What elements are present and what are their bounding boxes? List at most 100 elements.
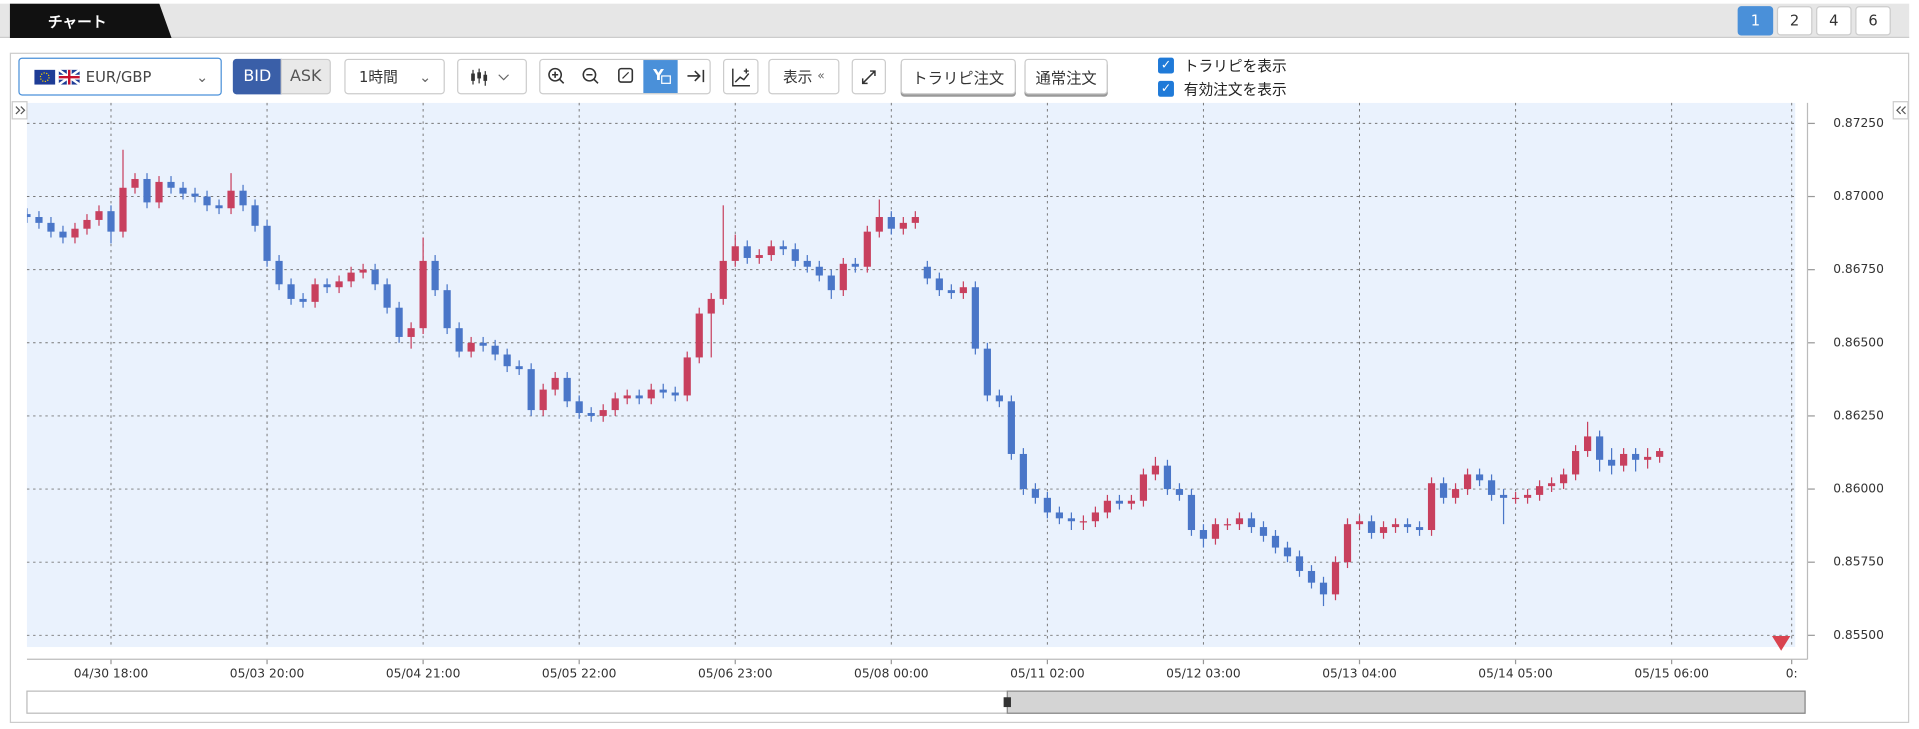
candle-body xyxy=(455,328,463,352)
candle-body xyxy=(107,211,115,232)
candle-body xyxy=(1295,556,1304,571)
normal-order-button[interactable]: 通常注文 xyxy=(1024,58,1108,95)
candle-body xyxy=(1584,436,1592,452)
candle-body xyxy=(635,395,643,399)
x-tick-label: 05/13 04:00 xyxy=(1322,666,1397,680)
candle-body xyxy=(1343,524,1352,563)
candle-body xyxy=(851,263,859,267)
candle-body xyxy=(1547,483,1556,487)
flags xyxy=(34,68,81,85)
y-tick-label: 0.87000 xyxy=(1833,189,1884,203)
checkbox-row[interactable]: ✓ 有効注文を表示 xyxy=(1158,78,1287,98)
candle-body xyxy=(1415,527,1424,531)
display-button[interactable]: 表示 « xyxy=(768,58,840,95)
interval-select[interactable]: 1時間 ⌄ xyxy=(344,58,445,95)
candle-body xyxy=(683,357,691,396)
candle-body xyxy=(623,395,631,399)
candle-body xyxy=(335,281,343,288)
candle-body xyxy=(311,284,319,302)
y-tick-label: 0.85500 xyxy=(1833,628,1884,642)
candle-body xyxy=(1307,570,1316,583)
candle-body xyxy=(563,377,571,402)
candle-body xyxy=(887,217,895,229)
candle-body xyxy=(839,263,847,291)
page-button[interactable]: 1 xyxy=(1737,6,1774,36)
candle-body xyxy=(1211,524,1220,539)
pair-select[interactable]: EUR/GBP ⌄ xyxy=(18,57,222,96)
indicator-button[interactable] xyxy=(722,58,759,95)
candle-body xyxy=(263,225,271,261)
checkbox-row[interactable]: ✓ トラリピを表示 xyxy=(1158,55,1287,75)
candle-body xyxy=(239,190,247,206)
candle-body xyxy=(359,269,367,273)
dropdown-arrow: ⌄ xyxy=(195,68,209,86)
candle-body xyxy=(587,413,595,416)
candle-body xyxy=(947,290,955,294)
candle-body xyxy=(287,284,295,299)
candle-body xyxy=(1535,486,1544,495)
candle-body xyxy=(1427,483,1436,531)
x-tick-label: 05/15 06:00 xyxy=(1634,666,1709,680)
candle-body xyxy=(1187,494,1196,531)
trarip-order-button[interactable]: トラリピ注文 xyxy=(900,58,1016,95)
display-label: 表示 xyxy=(782,68,813,86)
expand-button[interactable] xyxy=(851,58,886,95)
candle-body xyxy=(815,266,823,276)
candle-body xyxy=(1644,456,1652,460)
candle-body xyxy=(1175,489,1184,495)
candle-body xyxy=(371,269,379,285)
candle-body xyxy=(1055,512,1063,519)
candle-body xyxy=(35,217,43,223)
candle-body xyxy=(1463,474,1472,490)
candle-body xyxy=(515,366,523,370)
candle-body xyxy=(1487,480,1496,495)
right-toggle-icon xyxy=(1896,106,1906,115)
candle-body xyxy=(1247,518,1256,528)
bid-button[interactable]: BID xyxy=(232,58,282,95)
candle-body xyxy=(143,178,151,203)
pair-label: EUR/GBP xyxy=(85,68,152,86)
y-tick-label: 0.86000 xyxy=(1833,482,1884,496)
candle-body xyxy=(503,354,511,367)
candle-body xyxy=(767,246,775,256)
left-toggle-icon xyxy=(15,106,26,115)
last-price-marker xyxy=(1771,635,1791,651)
x-tick-label: 05/04 21:00 xyxy=(386,666,461,680)
candle-body xyxy=(971,287,979,349)
candle-body xyxy=(227,190,235,209)
page-button[interactable]: 4 xyxy=(1816,6,1852,36)
candle-body xyxy=(155,181,163,203)
candle-body xyxy=(1031,489,1039,498)
x-tick-label: 05/03 20:00 xyxy=(230,666,305,680)
candle-body xyxy=(827,275,835,291)
tab[interactable]: チャート xyxy=(47,12,107,31)
candle-body xyxy=(1019,453,1027,490)
x-tick-label: 05/14 05:00 xyxy=(1478,666,1553,680)
x-tick-label: 0: xyxy=(1786,666,1798,680)
page-button[interactable]: 6 xyxy=(1855,6,1891,36)
page-button[interactable]: 2 xyxy=(1776,6,1813,36)
candle-body xyxy=(1475,474,1484,481)
candle-body xyxy=(275,260,283,285)
candle-body xyxy=(407,328,415,337)
candle-body xyxy=(995,395,1003,402)
candle-body xyxy=(1199,530,1208,539)
right-toggle xyxy=(1892,101,1909,120)
candle-body xyxy=(491,345,499,355)
panel xyxy=(9,52,1910,723)
candle-body xyxy=(1403,524,1412,528)
ask-button[interactable]: ASK xyxy=(280,58,331,95)
y-tick-label: 0.86250 xyxy=(1833,408,1884,422)
candle-body xyxy=(119,187,127,232)
candle-body xyxy=(323,284,331,288)
y-tick-label: 0.86500 xyxy=(1833,335,1884,349)
candle-body xyxy=(1067,518,1075,522)
candle-body xyxy=(1319,582,1328,595)
candle-body xyxy=(26,214,31,218)
chart-type-select[interactable] xyxy=(457,58,527,95)
candle-body xyxy=(959,287,967,294)
interval-label: 1時間 xyxy=(359,68,398,86)
